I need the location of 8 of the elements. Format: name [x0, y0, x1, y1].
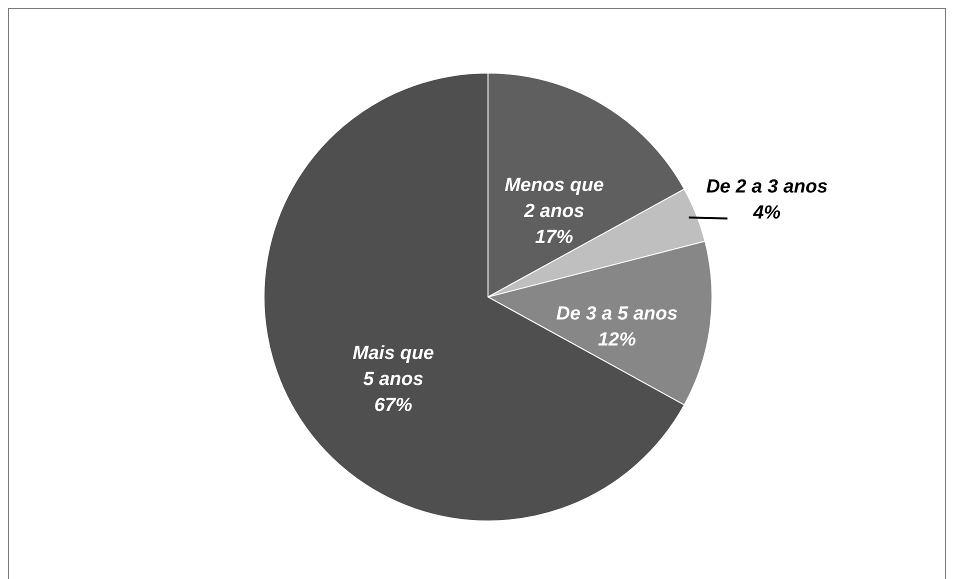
- data-label: 67%: [374, 394, 412, 416]
- slice-label: De 2 a 3 anos: [706, 176, 828, 198]
- data-label: 12%: [598, 329, 636, 350]
- data-label: 17%: [535, 227, 574, 248]
- slice-label: Menos que 2 anos: [504, 175, 604, 222]
- slice-label: De 3 a 5 anos: [556, 303, 678, 324]
- data-label: 4%: [752, 202, 781, 224]
- slice-label: Mais que 5 anos: [352, 342, 434, 390]
